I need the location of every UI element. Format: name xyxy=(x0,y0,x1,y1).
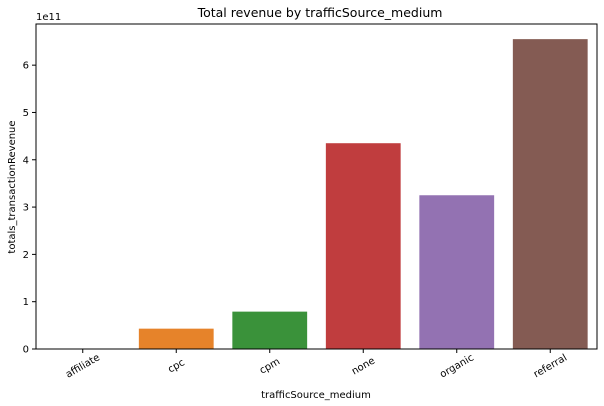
x-tick-label-cpc: cpc xyxy=(166,357,187,375)
x-axis-label: trafficSource_medium xyxy=(261,390,371,401)
y-tick-label: 6 xyxy=(23,61,29,72)
y-tick-label: 0 xyxy=(23,345,29,356)
y-tick-label: 4 xyxy=(23,155,29,166)
x-tick-label-cpm: cpm xyxy=(258,356,282,376)
y-tick-label: 3 xyxy=(23,203,29,214)
y-tick-label: 1 xyxy=(23,297,29,308)
x-axis-ticks: affiliate cpc cpm none organic referral xyxy=(64,349,569,381)
bar-organic xyxy=(419,195,495,349)
x-tick-label-affiliate: affiliate xyxy=(64,352,102,380)
bar-cpc xyxy=(138,328,214,349)
x-tick-label-none: none xyxy=(350,355,377,377)
y-axis-offset-label: 1e11 xyxy=(36,12,61,23)
y-axis-ticks: 0 1 2 3 4 5 6 xyxy=(23,61,36,356)
plot-frame xyxy=(35,23,598,350)
bar-referral xyxy=(512,39,588,349)
y-tick-label: 2 xyxy=(23,250,29,261)
y-axis-label: totals_transactionRevenue xyxy=(7,120,18,253)
y-tick-label: 5 xyxy=(23,108,29,119)
bar-cpm xyxy=(232,311,308,349)
chart-title: Total revenue by trafficSource_medium xyxy=(197,5,443,20)
bar-none xyxy=(325,143,401,349)
plot-area xyxy=(35,23,598,350)
x-tick-label-referral: referral xyxy=(532,353,569,381)
x-tick-label-organic: organic xyxy=(438,352,476,380)
